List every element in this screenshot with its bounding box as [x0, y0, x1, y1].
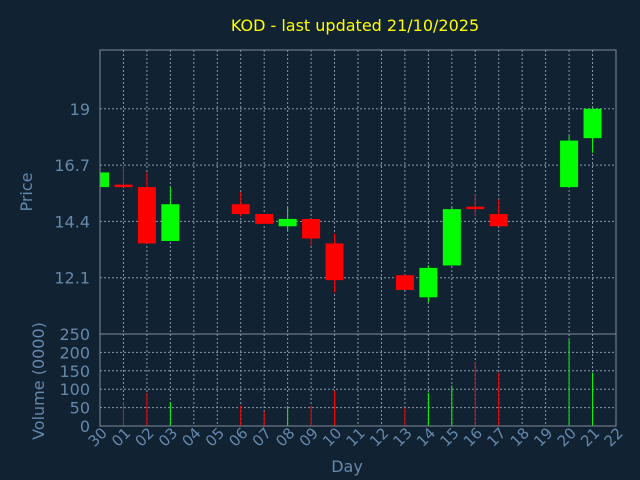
candle-body: [231, 204, 250, 215]
candle-body: [325, 243, 344, 281]
x-tick-label: 06: [225, 424, 251, 450]
x-tick-label: 05: [202, 424, 228, 450]
volume-tick-label: 200: [59, 343, 90, 362]
candle-body: [560, 140, 579, 188]
candle-body: [583, 108, 602, 139]
price-tick-label: 19: [70, 100, 90, 119]
volume-tick-label: 150: [59, 362, 90, 381]
x-tick-label: 18: [507, 424, 533, 450]
candle-body: [100, 172, 109, 188]
x-tick-label: 01: [108, 424, 134, 450]
x-tick-label: 16: [460, 424, 486, 450]
candle-body: [466, 206, 485, 210]
x-tick-label: 17: [483, 424, 509, 450]
candle-body: [255, 214, 274, 224]
x-tick-label: 07: [249, 424, 275, 450]
volume-tick-label: 250: [59, 325, 90, 344]
volume-axis-label: Volume (0000): [29, 322, 48, 440]
price-tick-label: 14.4: [54, 212, 90, 231]
price-tick-label: 16.7: [54, 156, 90, 175]
x-tick-label: 13: [390, 424, 416, 450]
x-tick-label: 02: [132, 424, 158, 450]
x-tick-label: 15: [436, 424, 462, 450]
candle-body: [161, 204, 180, 241]
candle-body: [442, 209, 461, 266]
candle-body: [114, 184, 133, 188]
x-tick-label: 12: [366, 424, 392, 450]
candle-body: [278, 218, 297, 227]
x-tick-label: 10: [319, 424, 345, 450]
x-tick-label: 09: [296, 424, 322, 450]
x-tick-label: 14: [413, 424, 439, 450]
x-tick-label: 08: [272, 424, 298, 450]
x-tick-label: 20: [554, 424, 580, 450]
candle-body: [302, 218, 321, 239]
volume-tick-label: 100: [59, 380, 90, 399]
price-axis-label: Price: [17, 172, 36, 211]
candle-body: [395, 275, 414, 290]
candle-body: [419, 267, 438, 298]
price-tick-label: 12.1: [54, 269, 90, 288]
x-axis-label: Day: [331, 457, 363, 476]
volume-tick-label: 0: [80, 417, 90, 436]
volume-tick-label: 50: [70, 399, 90, 418]
x-tick-label: 21: [577, 424, 603, 450]
candle-body: [489, 214, 508, 227]
candlesticks: [99, 108, 602, 303]
x-tick-label: 11: [343, 424, 369, 450]
x-tick-label: 03: [155, 424, 181, 450]
chart-title: KOD - last updated 21/10/2025: [231, 16, 479, 35]
volume-panel-frame: [99, 333, 617, 427]
volume-bars: [122, 339, 594, 426]
x-tick-label: 19: [530, 424, 556, 450]
grid-lines: [100, 50, 616, 426]
x-tick-label: 22: [601, 424, 627, 450]
x-tick-label: 04: [178, 424, 204, 450]
candle-body: [137, 187, 156, 244]
